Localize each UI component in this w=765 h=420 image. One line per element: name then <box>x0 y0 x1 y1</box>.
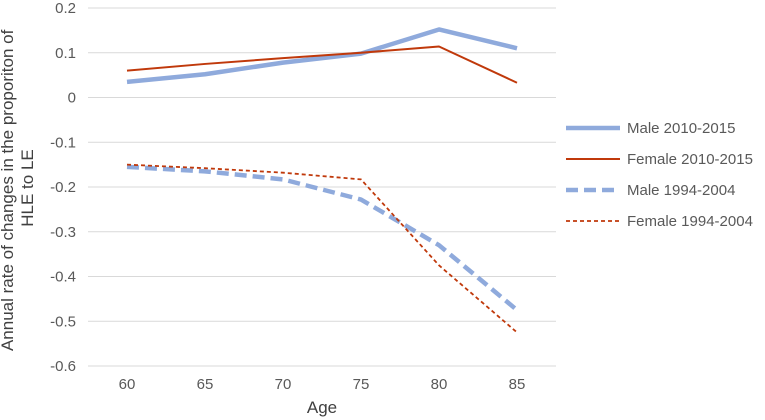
legend-label: Male 1994-2004 <box>627 182 735 199</box>
legend: Male 2010-2015 Female 2010-2015 Male 1994-… <box>566 120 753 230</box>
legend-label: Male 2010-2015 <box>627 120 735 137</box>
series-line-3 <box>126 164 519 312</box>
y-tick-label: 0.2 <box>55 0 76 17</box>
series-line-1 <box>126 27 518 85</box>
series-lines <box>126 27 519 334</box>
x-axis-ticks: 60 65 70 75 80 85 <box>119 376 526 393</box>
y-tick-label: -0.4 <box>50 269 76 286</box>
series-line-4 <box>126 163 518 334</box>
y-tick-label: -0.2 <box>50 179 76 196</box>
y-axis-title-line-2: HLE to LE <box>18 149 37 227</box>
y-tick-label: 0.1 <box>55 45 76 62</box>
y-tick-label: -0.6 <box>50 358 76 375</box>
x-tick-label: 65 <box>197 376 214 393</box>
gridlines <box>88 7 556 367</box>
legend-label: Female 2010-2015 <box>627 151 753 168</box>
series-line-2 <box>126 45 518 84</box>
y-tick-label: -0.3 <box>50 224 76 241</box>
y-tick-label: -0.5 <box>50 313 76 330</box>
x-tick-label: 80 <box>431 376 448 393</box>
legend-label: Female 1994-2004 <box>627 213 753 230</box>
x-tick-label: 60 <box>119 376 136 393</box>
x-tick-label: 85 <box>509 376 526 393</box>
y-axis-title: Annual rate of changes in the proporiton… <box>0 25 37 351</box>
y-tick-label: 0 <box>68 90 76 107</box>
y-axis-title-line-1: Annual rate of changes in the proporiton… <box>0 29 17 351</box>
y-axis-ticks: 0.2 0.1 0 -0.1 -0.2 -0.3 -0.4 -0.5 -0.6 <box>50 0 76 375</box>
x-tick-label: 70 <box>275 376 292 393</box>
y-tick-label: -0.1 <box>50 134 76 151</box>
x-axis-title: Age <box>307 398 337 417</box>
x-tick-label: 75 <box>353 376 370 393</box>
